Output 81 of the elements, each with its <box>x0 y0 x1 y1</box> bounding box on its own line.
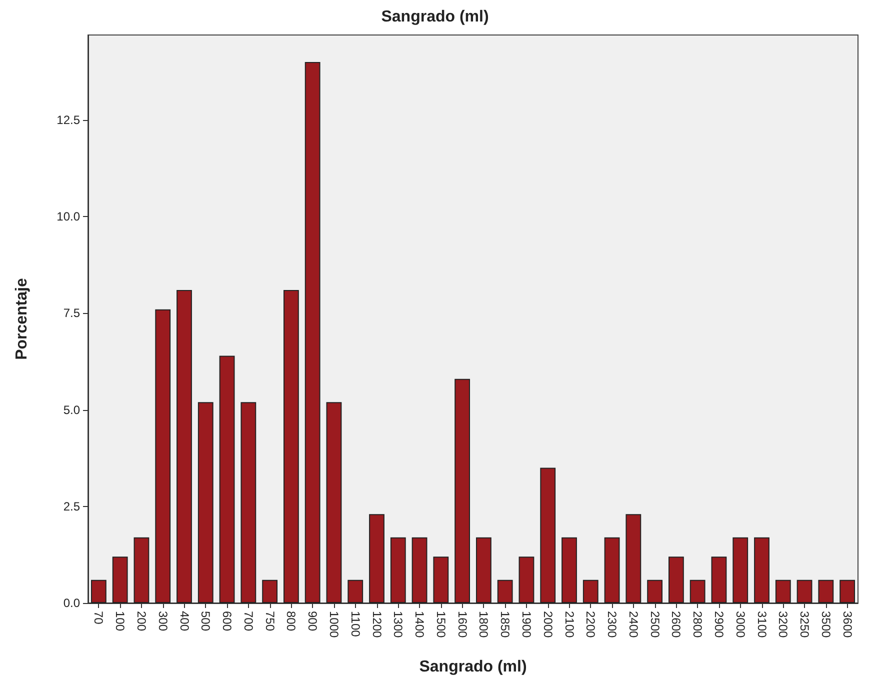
bar <box>90 580 106 603</box>
bar <box>818 580 834 603</box>
x-tick-label: 1300 <box>391 611 406 638</box>
x-tick-label: 900 <box>306 611 320 632</box>
bar <box>775 580 791 603</box>
bar <box>369 514 384 603</box>
x-tick-label: 3200 <box>776 611 790 638</box>
bar <box>604 537 620 603</box>
bar <box>690 580 706 603</box>
y-tick-label: 10.0 <box>56 210 80 224</box>
bar <box>754 537 770 603</box>
chart-title: Sangrado (ml) <box>381 8 489 26</box>
bar <box>711 556 727 603</box>
x-tick-label: 2600 <box>669 611 684 638</box>
x-tick-label: 1600 <box>455 611 470 638</box>
x-tick-label: 1400 <box>412 611 427 638</box>
y-tick-label: 7.5 <box>63 306 80 320</box>
bar <box>732 537 748 603</box>
bar <box>348 580 364 603</box>
y-tick-label: 12.5 <box>56 113 80 128</box>
bar <box>562 537 577 603</box>
y-axis-title: Porcentaje <box>14 278 30 360</box>
bar <box>454 378 470 603</box>
x-tick-label: 800 <box>284 611 298 632</box>
bar <box>518 556 534 603</box>
bar <box>155 309 171 603</box>
x-tick-label: 2100 <box>562 611 576 638</box>
x-tick-label: 750 <box>262 611 277 632</box>
y-tick-label: 2.5 <box>63 499 80 514</box>
bar <box>134 537 150 603</box>
x-tick-label: 2200 <box>584 611 598 638</box>
bar <box>390 537 406 603</box>
bar <box>497 580 513 603</box>
x-tick-label: 70 <box>92 611 106 625</box>
x-tick-label: 2000 <box>540 611 555 638</box>
x-tick-label: 1000 <box>326 611 341 638</box>
bar <box>626 514 642 603</box>
bar <box>176 290 192 603</box>
x-axis-title: Sangrado (ml) <box>419 658 527 676</box>
bar <box>796 580 812 603</box>
y-tick-label: 0.0 <box>63 596 80 610</box>
bar <box>476 537 492 603</box>
x-tick-label: 700 <box>241 611 256 632</box>
x-tick-label: 2300 <box>605 611 620 638</box>
x-tick-label: 3600 <box>840 611 854 638</box>
x-tick-label: 2400 <box>626 611 640 638</box>
bar <box>240 402 256 603</box>
x-tick-label: 1100 <box>348 611 362 638</box>
x-tick-label: 3100 <box>754 611 769 638</box>
x-tick-label: 1500 <box>434 611 448 638</box>
bar <box>412 537 428 603</box>
x-tick-label: 2900 <box>712 611 726 638</box>
x-tick-label: 1800 <box>476 611 491 638</box>
x-tick-label: 600 <box>220 611 234 632</box>
x-tick-label: 400 <box>177 611 192 632</box>
bar <box>219 356 235 603</box>
bar <box>326 402 342 603</box>
x-tick-label: 3250 <box>798 611 812 638</box>
bar <box>198 402 214 603</box>
bar <box>647 580 663 603</box>
x-tick-label: 300 <box>156 611 170 632</box>
x-tick-label: 200 <box>134 611 148 632</box>
bar <box>433 556 449 603</box>
bar <box>283 290 299 603</box>
x-tick-label: 3000 <box>733 611 748 638</box>
bar <box>304 62 320 603</box>
bar <box>540 468 556 603</box>
x-tick-label: 2500 <box>648 611 662 638</box>
y-tick-label: 5.0 <box>63 402 80 417</box>
x-tick-label: 1900 <box>519 611 534 638</box>
x-tick-label: 3500 <box>818 611 833 638</box>
x-tick-label: 2800 <box>690 611 705 638</box>
bar <box>262 580 278 603</box>
bar <box>840 580 856 603</box>
bar <box>668 556 684 603</box>
x-tick-label: 100 <box>113 611 128 632</box>
x-tick-label: 1200 <box>370 611 384 638</box>
x-tick-label: 500 <box>198 611 213 632</box>
bar <box>112 556 128 603</box>
x-tick-label: 1850 <box>498 611 512 638</box>
bar <box>582 580 598 603</box>
